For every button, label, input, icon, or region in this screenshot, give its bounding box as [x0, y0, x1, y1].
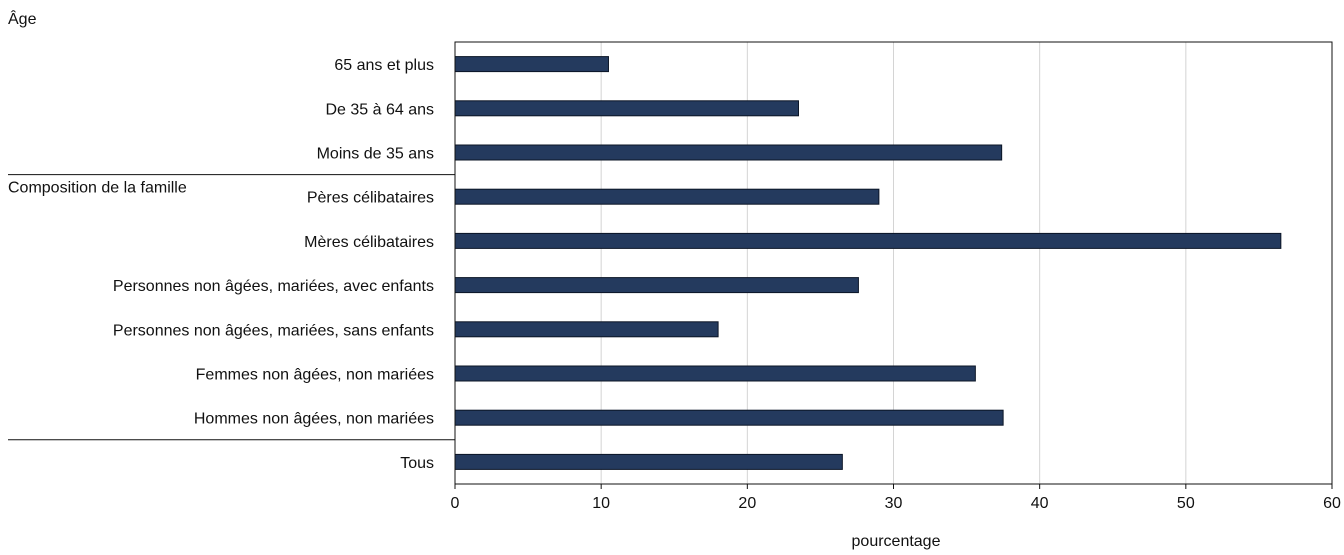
x-axis-ticks: 0 10 20 30 40 50 60 — [451, 484, 1341, 512]
category-label: Personnes non âgées, mariées, sans enfan… — [113, 322, 434, 339]
category-labels: 65 ans et plus De 35 à 64 ans Moins de 35 … — [8, 9, 455, 472]
bar — [454, 409, 1004, 426]
x-tick-label: 0 — [451, 495, 460, 512]
category-label: Personnes non âgées, mariées, avec enfan… — [113, 278, 434, 295]
group-label: Âge — [8, 9, 37, 28]
bar — [454, 144, 1003, 161]
bar — [454, 56, 609, 73]
bar — [454, 188, 880, 205]
bar — [454, 100, 799, 117]
category-label: Moins de 35 ans — [317, 146, 434, 163]
bar — [454, 232, 1282, 249]
category-label: 65 ans et plus — [334, 57, 434, 74]
x-tick-label: 60 — [1323, 495, 1341, 512]
bar — [454, 321, 719, 338]
category-label: De 35 à 64 ans — [325, 101, 434, 118]
x-tick-label: 50 — [1177, 495, 1195, 512]
bar — [454, 277, 859, 294]
category-label: Femmes non âgées, non mariées — [196, 367, 434, 384]
group-label: Composition de la famille — [8, 180, 187, 197]
x-tick-label: 30 — [885, 495, 903, 512]
bars — [454, 56, 1282, 470]
bar — [454, 365, 976, 382]
x-tick-label: 40 — [1031, 495, 1049, 512]
x-axis-label: pourcentage — [852, 533, 941, 550]
category-label: Hommes non âgées, non mariées — [194, 411, 434, 428]
x-tick-label: 20 — [738, 495, 756, 512]
category-label: Tous — [400, 455, 434, 472]
category-label: Mères célibataires — [304, 234, 434, 251]
bar — [454, 453, 843, 470]
category-label: Pères célibataires — [307, 190, 434, 207]
x-tick-label: 10 — [592, 495, 610, 512]
